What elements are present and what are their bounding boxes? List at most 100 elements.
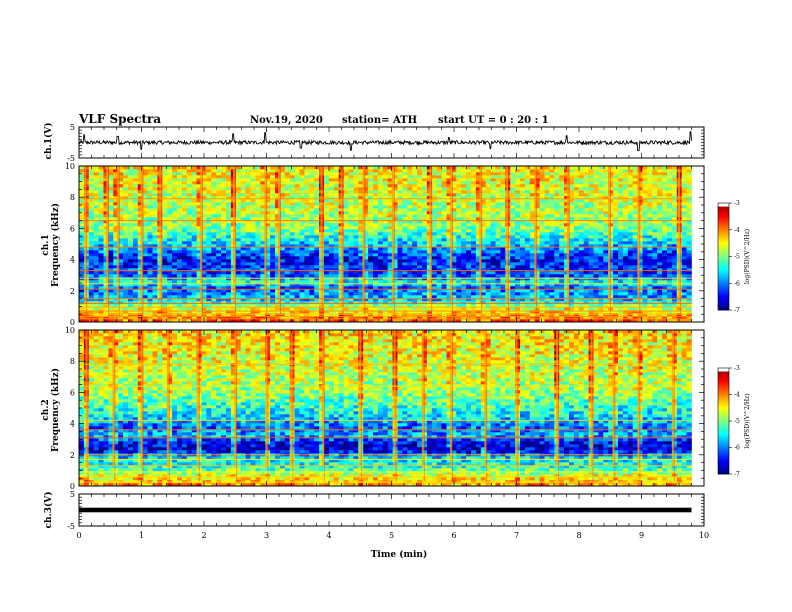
spectrogram-cell	[529, 175, 535, 179]
spectrogram-cell	[436, 172, 442, 176]
spectrogram-cell	[137, 193, 143, 197]
spectrogram-cell	[402, 232, 408, 236]
spectrogram-cell	[186, 286, 192, 290]
spectrogram-cell	[475, 316, 482, 320]
spectrogram-cell	[186, 319, 192, 323]
spectrogram-cell	[299, 301, 305, 305]
spectrogram-cell	[343, 268, 349, 272]
spectrogram-cell	[451, 253, 457, 257]
spectrogram-cell	[510, 187, 516, 191]
spectrogram-cell	[436, 250, 442, 254]
spectrogram-cell	[456, 199, 462, 203]
spectrogram-cell	[343, 301, 349, 305]
spectrogram-cell	[515, 319, 521, 323]
spectrogram-cell	[113, 223, 119, 227]
spectrogram-cell	[137, 292, 143, 296]
spectrogram-cell	[436, 241, 442, 245]
spectrogram-cell	[461, 304, 467, 308]
spectrogram-cell	[275, 232, 281, 236]
spectrogram-cell	[123, 295, 129, 299]
spectrogram-cell	[524, 280, 531, 284]
spectrogram-cell	[431, 175, 437, 179]
spectrogram-cell	[324, 196, 330, 200]
spectrogram-cell	[108, 226, 114, 230]
spectrogram-cell	[211, 211, 217, 215]
spectrogram-cell	[172, 232, 178, 236]
spectrogram-cell	[373, 316, 379, 320]
spectrogram-cell	[294, 241, 300, 245]
spectrogram-cell	[524, 166, 531, 170]
spectrogram-cell	[93, 256, 99, 260]
spectrogram-cell	[255, 262, 261, 266]
spectrogram-cell	[123, 229, 129, 233]
spectrogram-cell	[172, 307, 178, 311]
spectrogram-cell	[162, 196, 168, 200]
spectrogram-cell	[211, 175, 217, 179]
spectrogram-cell	[206, 238, 212, 242]
spectrogram-cell	[431, 211, 437, 215]
spectrogram-cell	[245, 307, 251, 311]
spectrogram-cell	[368, 310, 374, 314]
spectrogram-cell	[417, 223, 423, 227]
spectrogram-cell	[461, 238, 467, 242]
spectrogram-cell	[162, 253, 168, 257]
spectrogram-cell	[279, 181, 286, 185]
spectrogram-cell	[524, 232, 531, 236]
spectrogram-cell	[397, 307, 403, 311]
spectrogram-cell	[250, 256, 256, 260]
spectrogram-cell	[255, 289, 261, 293]
spectrogram-cell	[456, 223, 462, 227]
spectrogram-cell	[529, 316, 535, 320]
spectrogram-cell	[284, 238, 290, 242]
spectrogram-cell	[392, 295, 398, 299]
spectrogram-cell	[475, 244, 482, 248]
spectrogram-cell	[480, 262, 486, 266]
spectrogram-cell	[299, 205, 305, 209]
spectrogram-cell	[226, 199, 232, 203]
spectrogram-cell	[118, 316, 124, 320]
spectrogram-cell	[88, 271, 94, 275]
spectrogram-cell	[88, 301, 94, 305]
spectrogram-cell	[314, 229, 320, 233]
spectrogram-cell	[387, 217, 393, 221]
spectrogram-cell	[226, 196, 232, 200]
spectrogram-cell	[260, 226, 266, 230]
spectrogram-cell	[407, 226, 413, 230]
spectrogram-cell	[328, 310, 335, 314]
spectrogram-cell	[402, 220, 408, 224]
spectrogram-cell	[147, 214, 153, 218]
spectrogram-cell	[265, 232, 271, 236]
spectrogram-cell	[461, 319, 467, 323]
spectrogram-cell	[402, 226, 408, 230]
spectrogram-cell	[93, 175, 99, 179]
spectrogram-cell	[485, 268, 491, 272]
spectrogram-cell	[123, 262, 129, 266]
spectrogram-cell	[324, 286, 330, 290]
spectrogram-cell	[216, 268, 222, 272]
spectrogram-cell	[324, 172, 330, 176]
spectrogram-cell	[382, 181, 388, 185]
spectrogram-cell	[294, 166, 300, 170]
spectrogram-cell	[348, 268, 354, 272]
spectrogram-cell	[343, 238, 349, 242]
spectrogram-cell	[422, 262, 428, 266]
spectrogram-cell	[147, 223, 153, 227]
spectrogram-cell	[255, 241, 261, 245]
spectrogram-cell	[480, 232, 486, 236]
spectrogram-cell	[412, 211, 418, 215]
spectrogram-cell	[407, 316, 413, 320]
spectrogram-cell	[417, 211, 423, 215]
spectrogram-cell	[534, 295, 540, 299]
spectrogram-cell	[108, 304, 114, 308]
spectrogram-cell	[162, 289, 168, 293]
spectrogram-cell	[328, 250, 335, 254]
spectrogram-cell	[392, 319, 398, 323]
spectrogram-cell	[235, 262, 241, 266]
spectrogram-cell	[118, 178, 124, 182]
spectrogram-cell	[201, 235, 207, 239]
spectrogram-cell	[279, 166, 286, 170]
spectrogram-cell	[270, 196, 276, 200]
spectrogram-cell	[289, 289, 295, 293]
spectrogram-cell	[196, 256, 202, 260]
spectrogram-cell	[275, 196, 281, 200]
